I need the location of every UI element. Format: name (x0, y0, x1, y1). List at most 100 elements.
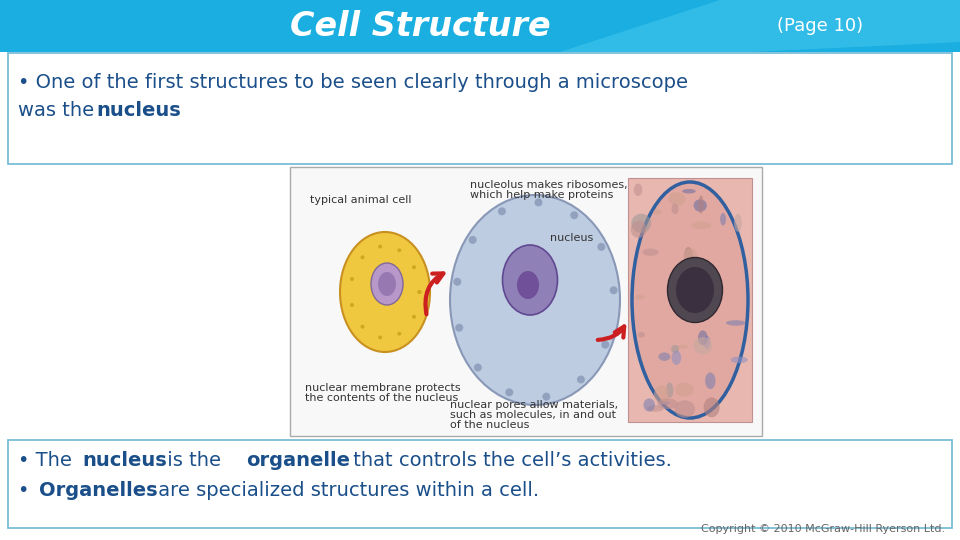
Polygon shape (290, 167, 762, 436)
Ellipse shape (632, 214, 651, 233)
Ellipse shape (675, 383, 694, 396)
Ellipse shape (597, 243, 606, 251)
Ellipse shape (453, 278, 462, 286)
Ellipse shape (455, 323, 464, 332)
Text: .: . (163, 100, 169, 119)
Text: • The: • The (18, 450, 78, 469)
Text: •: • (18, 481, 36, 500)
Ellipse shape (631, 221, 646, 238)
Ellipse shape (517, 271, 539, 299)
Ellipse shape (378, 245, 382, 248)
Ellipse shape (731, 356, 748, 363)
Ellipse shape (601, 341, 610, 349)
Text: is the: is the (160, 450, 227, 469)
Ellipse shape (542, 393, 550, 401)
Ellipse shape (666, 382, 673, 398)
Ellipse shape (676, 267, 714, 313)
FancyArrowPatch shape (598, 326, 624, 340)
Ellipse shape (726, 320, 746, 326)
Ellipse shape (720, 213, 726, 226)
Text: nucleus: nucleus (83, 450, 167, 469)
Ellipse shape (692, 221, 711, 229)
Ellipse shape (397, 332, 401, 336)
Ellipse shape (672, 350, 682, 365)
Text: nuclear pores allow materials,: nuclear pores allow materials, (450, 400, 618, 410)
Ellipse shape (666, 294, 677, 298)
Ellipse shape (698, 330, 708, 346)
Ellipse shape (668, 192, 685, 206)
Ellipse shape (505, 388, 514, 396)
Text: nucleus: nucleus (550, 233, 593, 243)
Ellipse shape (667, 258, 723, 322)
Ellipse shape (474, 363, 482, 372)
Text: nuclear membrane protects: nuclear membrane protects (305, 383, 461, 393)
Ellipse shape (660, 401, 670, 404)
Ellipse shape (706, 373, 715, 389)
Ellipse shape (682, 189, 696, 193)
Text: organelle: organelle (247, 450, 350, 469)
Text: Cell Structure: Cell Structure (290, 10, 550, 43)
Ellipse shape (693, 199, 707, 212)
Ellipse shape (653, 210, 661, 215)
Ellipse shape (371, 263, 403, 305)
Ellipse shape (658, 399, 678, 409)
Ellipse shape (699, 195, 704, 214)
Ellipse shape (634, 184, 642, 196)
Ellipse shape (418, 290, 421, 294)
Ellipse shape (610, 286, 617, 294)
Ellipse shape (684, 248, 698, 264)
Ellipse shape (412, 315, 416, 319)
Ellipse shape (378, 335, 382, 340)
Ellipse shape (678, 345, 688, 349)
Ellipse shape (704, 335, 710, 349)
Text: was the: was the (18, 100, 101, 119)
Ellipse shape (498, 207, 506, 215)
Text: • One of the first structures to be seen clearly through a microscope: • One of the first structures to be seen… (18, 72, 688, 91)
Ellipse shape (378, 272, 396, 296)
Ellipse shape (695, 289, 712, 295)
Ellipse shape (683, 272, 701, 287)
Polygon shape (560, 0, 960, 52)
Ellipse shape (360, 325, 365, 329)
Ellipse shape (570, 211, 578, 219)
Ellipse shape (671, 204, 679, 214)
Polygon shape (0, 0, 960, 52)
Text: the contents of the nucleus: the contents of the nucleus (305, 393, 458, 403)
Ellipse shape (684, 247, 693, 267)
Ellipse shape (734, 214, 742, 232)
Ellipse shape (397, 248, 401, 252)
Ellipse shape (659, 353, 670, 361)
Text: that controls the cell’s activities.: that controls the cell’s activities. (348, 450, 672, 469)
Ellipse shape (693, 337, 712, 355)
Ellipse shape (418, 290, 421, 294)
Ellipse shape (340, 232, 430, 352)
Ellipse shape (671, 345, 679, 353)
Ellipse shape (704, 397, 720, 417)
Ellipse shape (350, 277, 354, 281)
Text: which help make proteins: which help make proteins (470, 190, 613, 200)
Ellipse shape (468, 236, 477, 244)
Polygon shape (8, 53, 952, 164)
Ellipse shape (647, 405, 663, 412)
Ellipse shape (637, 332, 645, 338)
Ellipse shape (350, 303, 354, 307)
Text: such as molecules, in and out: such as molecules, in and out (450, 410, 616, 420)
Ellipse shape (502, 245, 558, 315)
Ellipse shape (360, 255, 365, 259)
Ellipse shape (643, 399, 655, 411)
Ellipse shape (654, 386, 669, 404)
Polygon shape (628, 178, 752, 422)
FancyArrowPatch shape (425, 273, 444, 314)
Text: Copyright © 2010 McGraw-Hill Ryerson Ltd.: Copyright © 2010 McGraw-Hill Ryerson Ltd… (701, 524, 945, 534)
Ellipse shape (675, 400, 695, 418)
Text: typical animal cell: typical animal cell (310, 195, 412, 205)
Ellipse shape (450, 195, 620, 405)
Ellipse shape (636, 295, 644, 300)
Ellipse shape (412, 265, 416, 269)
Polygon shape (8, 440, 952, 528)
Text: are specialized structures within a cell.: are specialized structures within a cell… (152, 481, 539, 500)
Text: nucleolus makes ribosomes,: nucleolus makes ribosomes, (470, 180, 628, 190)
Text: (Page 10): (Page 10) (777, 17, 863, 35)
Ellipse shape (642, 248, 659, 256)
Text: nucleus: nucleus (96, 100, 180, 119)
